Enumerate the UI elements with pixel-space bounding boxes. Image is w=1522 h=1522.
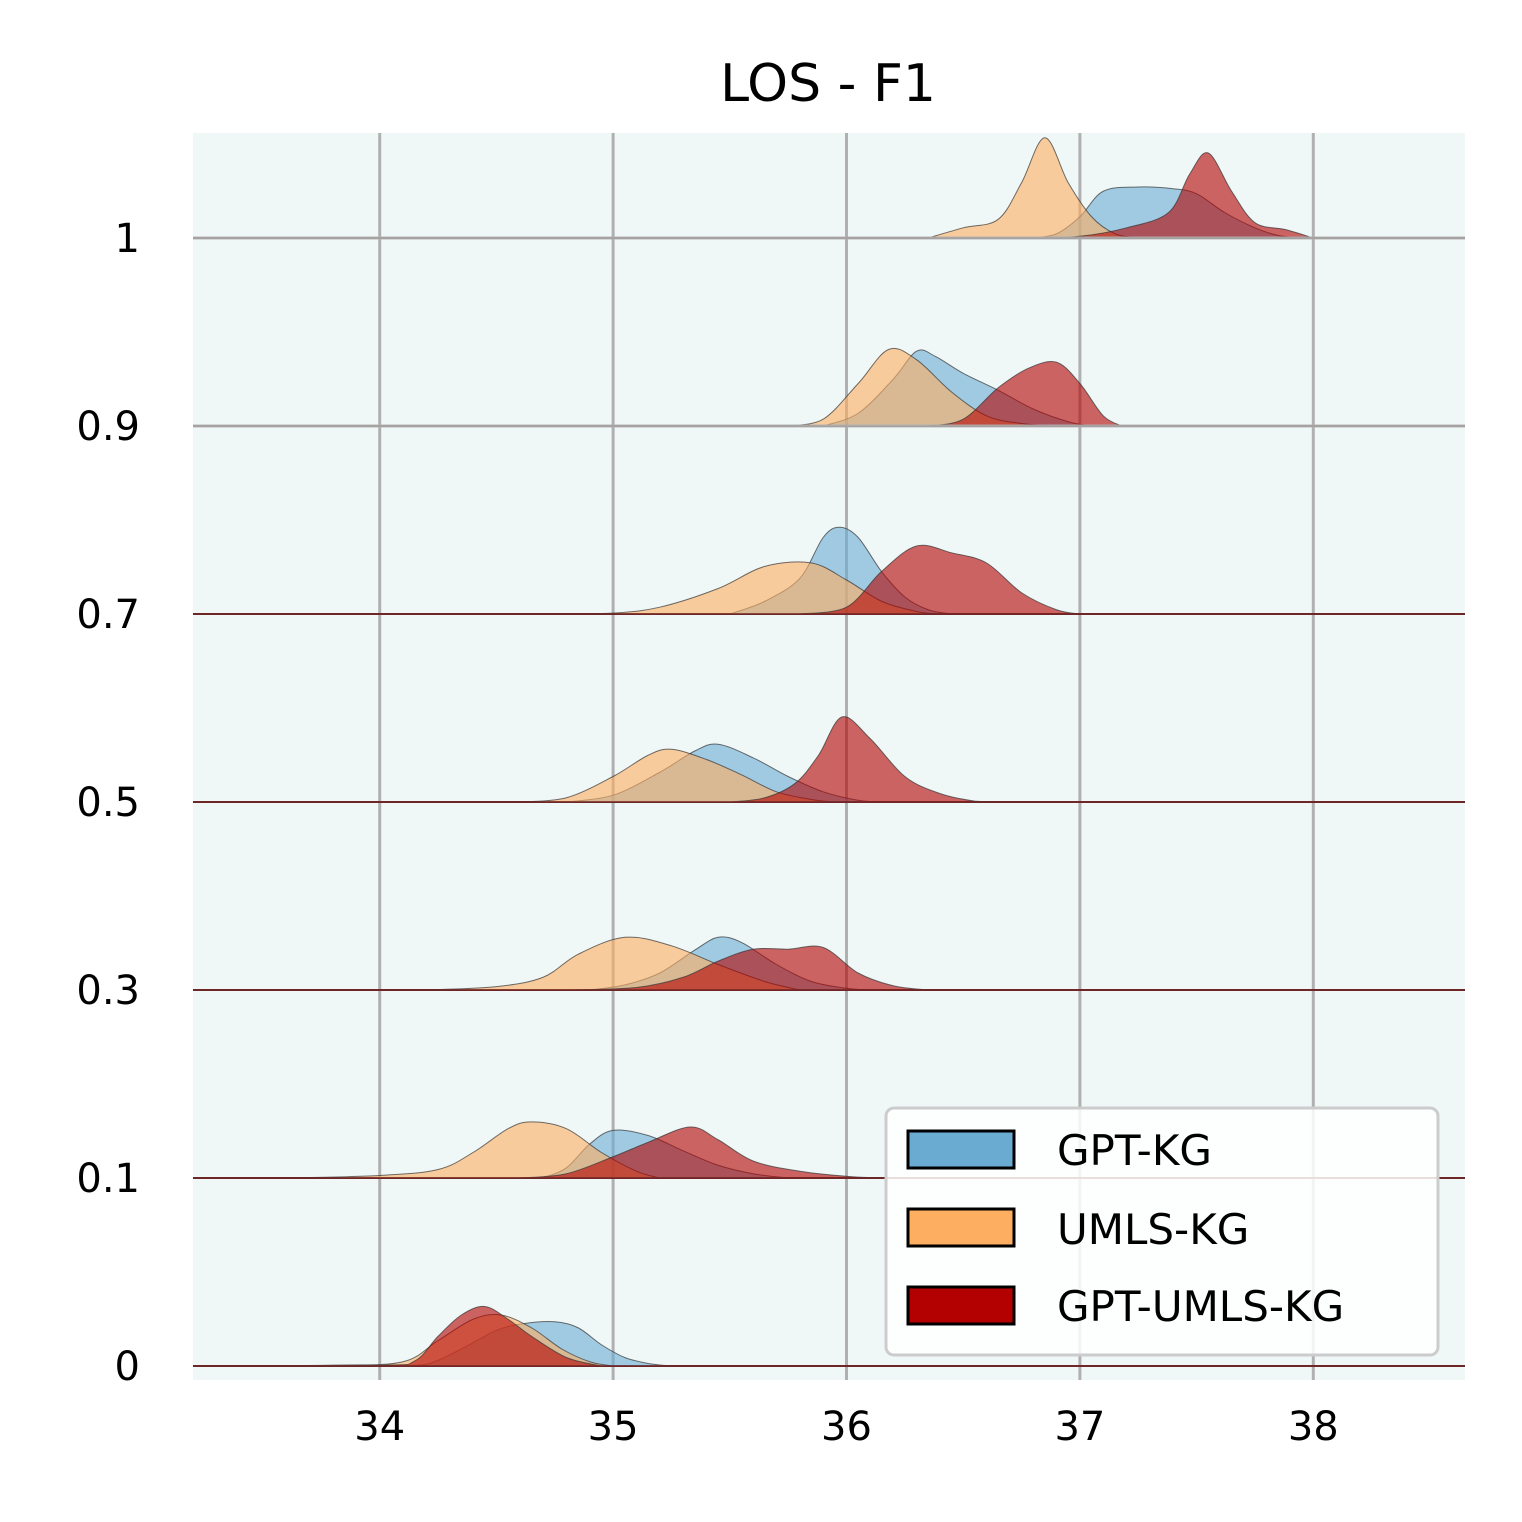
x-tick-label-38: 38 [1288,1404,1339,1450]
density-gpt-umls-kg-1 [193,152,1465,239]
y-tick-label-0: 0 [115,1344,140,1390]
chart-title: LOS - F1 [720,54,936,114]
legend-label-umls-kg: UMLS-KG [1057,1205,1249,1254]
legend: GPT-KG UMLS-KG GPT-UMLS-KG [884,1106,1440,1357]
series-gpt-umls-kg [192,152,1465,1367]
y-tick-label-0.7: 0.7 [76,592,140,638]
x-tick-label-37: 37 [1054,1404,1105,1450]
density-series [192,137,1465,1367]
y-tick-label-0.3: 0.3 [76,968,140,1014]
density-gpt-umls-kg-0.5 [193,716,1465,803]
density-gpt-umls-kg-0.7 [193,544,1465,615]
density-gpt-umls-kg-0.3 [193,945,1465,991]
x-axis-ticks: 34 35 36 37 38 [354,1404,1338,1450]
x-tick-label-36: 36 [821,1404,872,1450]
x-tick-label-34: 34 [354,1404,405,1450]
y-tick-label-0.5: 0.5 [76,780,140,826]
legend-swatch-gpt-umls-kg [906,1285,1016,1326]
legend-swatch-umls-kg [906,1207,1016,1248]
x-tick-label-35: 35 [588,1404,639,1450]
density-gpt-umls-kg-0.9 [193,361,1465,427]
legend-label-gpt-umls-kg: GPT-UMLS-KG [1057,1282,1344,1331]
y-tick-label-1: 1 [115,216,140,262]
y-axis-ticks: 0 0.1 0.3 0.5 0.7 0.9 1 [76,216,140,1390]
y-tick-label-0.9: 0.9 [76,404,140,450]
legend-box [884,1106,1440,1357]
density-gpt-umls-kg-0 [192,1305,1465,1367]
row-grid-lines [193,236,1465,1367]
legend-swatch-gpt-kg [906,1129,1016,1170]
density-gpt-umls-kg-0.1 [193,1126,1465,1179]
legend-label-gpt-kg: GPT-KG [1057,1126,1212,1175]
y-tick-label-0.1: 0.1 [76,1156,140,1202]
